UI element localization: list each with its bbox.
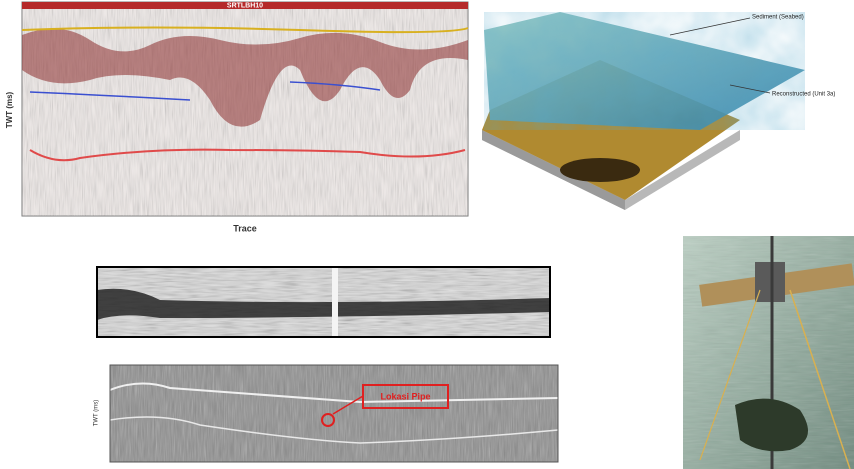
seabed-texture [484, 12, 805, 130]
surface-model-panel: Sediment (Seabed) Reconstructed (Unit 3a… [482, 12, 835, 210]
seismic-header-bar [22, 2, 468, 9]
photo-reflection [735, 398, 808, 452]
seismic-reflector [22, 28, 468, 127]
pipe-location [321, 413, 335, 427]
horizon-red [29, 148, 466, 162]
profile-sub-bottom [109, 416, 559, 444]
seismic-panel: SRTLBH10 Trace TWT (ms) [5, 1, 469, 233]
sub-surface-dark [560, 158, 640, 182]
horizon-blue [29, 81, 381, 101]
leader-line [729, 84, 771, 94]
photo-rope [699, 289, 761, 461]
block-front [482, 130, 625, 210]
seismic-y-label: TWT (ms) [5, 91, 14, 128]
profile-y-label: TWT (ms) [94, 400, 100, 427]
seismic-title: SRTLBH10 [227, 2, 263, 9]
profile-seabed [109, 382, 559, 404]
strip-frame [96, 266, 551, 338]
leader-line [669, 17, 751, 36]
seismic-x-label: Trace [233, 223, 257, 233]
photo-rope [789, 289, 851, 469]
pipe-profile-panel: Lokasi Pipe TWT (ms) [94, 364, 559, 463]
photo-device [755, 262, 785, 302]
strip-marker [332, 267, 338, 337]
strip-reflector [97, 288, 550, 320]
surface-label: Sediment (Seabed) [752, 15, 804, 21]
field-photo [683, 236, 854, 469]
surface-label: Reconstructed (Unit 3a) [772, 92, 835, 98]
sonar-strip [96, 266, 551, 338]
pipe-annotation: Lokasi Pipe [380, 391, 430, 401]
horizon-yellow [21, 26, 469, 34]
profile-frame [109, 364, 559, 463]
annotation-arrow [332, 395, 364, 415]
